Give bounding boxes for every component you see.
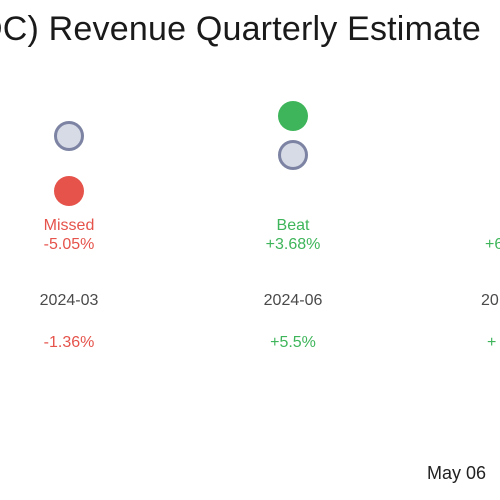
actual-marker-missed (54, 176, 84, 206)
quarter-column-2024-06: Beat +3.68% 2024-06 +5.5% (223, 0, 363, 500)
period-label: 2024-06 (263, 292, 323, 309)
date-footer: May 06 (427, 463, 487, 483)
quarter-column-2024-03: Missed -5.05% 2024-03 -1.36% (0, 0, 139, 500)
surprise-percent: +3.68% (265, 236, 321, 253)
period-label: 20 (481, 292, 499, 309)
chart-title: DC) Revenue Quarterly Estimate (0, 10, 481, 48)
surprise-percent: +6 (485, 236, 500, 253)
period-label: 2024-03 (39, 292, 99, 309)
result-label: Missed (43, 217, 95, 234)
actual-marker-beat (278, 101, 308, 131)
result-label: Beat (276, 217, 310, 234)
quarter-column-partial: +6 20 + (481, 0, 500, 500)
estimate-marker (278, 140, 308, 170)
estimate-marker (54, 121, 84, 151)
change-percent: + (487, 334, 497, 351)
surprise-percent: -5.05% (43, 236, 95, 253)
change-percent: -1.36% (43, 334, 95, 351)
change-percent: +5.5% (270, 334, 316, 351)
